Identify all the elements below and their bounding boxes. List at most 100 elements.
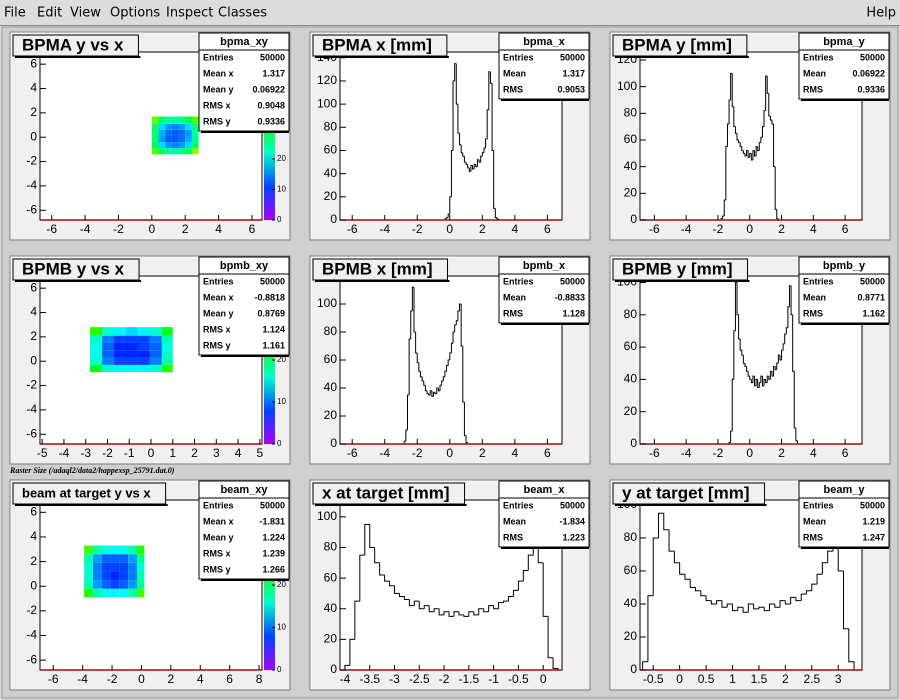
x-tick-label: 4 xyxy=(235,446,242,460)
histogram-bin xyxy=(774,166,777,210)
histogram-bin xyxy=(732,603,738,612)
y-tick-label: 0 xyxy=(630,212,637,226)
x-tick-label: -1 xyxy=(124,446,135,460)
histogram2d-cell xyxy=(171,148,179,155)
z-tick-label: 0 xyxy=(277,439,282,448)
histogram2d-cell xyxy=(84,580,93,589)
y-tick-label: -2 xyxy=(26,154,37,168)
histogram-bin xyxy=(405,429,408,442)
histogram-bin xyxy=(716,600,722,604)
x-tick-label: 0 xyxy=(138,672,145,686)
histogram-bin xyxy=(816,573,823,585)
stats-name: beam_xy xyxy=(220,484,268,496)
stats-value: 1.219 xyxy=(862,516,885,526)
histogram2d-cell xyxy=(137,545,145,555)
histogram2d-cell xyxy=(114,335,126,343)
x-tick-label: 1 xyxy=(169,446,176,460)
histogram-bin xyxy=(444,370,447,377)
histogram-bin xyxy=(428,393,431,396)
y-tick-label: 6 xyxy=(30,504,37,518)
histogram2d-cell xyxy=(119,580,129,589)
histogram-bin xyxy=(679,562,685,575)
y-tick-label: 40 xyxy=(624,372,638,386)
y-tick-label: 0 xyxy=(630,436,637,450)
histogram2d-cell xyxy=(165,123,172,130)
y-tick-label: 0 xyxy=(330,436,337,450)
y-tick-label: -2 xyxy=(26,378,37,392)
histogram-bin xyxy=(410,310,413,339)
stats-value: 0.9048 xyxy=(257,100,285,110)
histogram2d-cell xyxy=(137,357,150,365)
stats-label: RMS xyxy=(803,532,823,542)
histogram-bin xyxy=(827,550,833,563)
menu-item[interactable]: Options xyxy=(110,6,160,21)
menu-item[interactable]: Edit xyxy=(37,6,62,21)
y-tick-label: 20 xyxy=(624,629,638,643)
menu-item[interactable]: View xyxy=(70,6,101,21)
histogram-bin xyxy=(359,554,365,602)
histogram-bin xyxy=(723,199,726,216)
histogram-bin xyxy=(769,116,772,121)
histogram2d-cell xyxy=(110,588,120,598)
histogram2d-cell xyxy=(128,545,138,555)
menu-item[interactable]: Inspect xyxy=(166,6,213,21)
histogram-bin xyxy=(478,608,484,615)
histogram-bin xyxy=(403,440,406,444)
histogram-bin xyxy=(795,597,802,602)
stats-label: Entries xyxy=(803,500,834,510)
histogram2d-cell xyxy=(92,562,102,572)
y-tick-label: 20 xyxy=(624,404,638,418)
histogram-bin xyxy=(757,146,760,152)
histogram-bin xyxy=(450,342,454,353)
x-tick-label: 3 xyxy=(835,672,842,686)
y-tick-label: 0 xyxy=(30,353,37,367)
histogram-bin xyxy=(796,440,800,444)
histogram-bin xyxy=(517,580,524,591)
histogram2d-cell xyxy=(185,136,192,143)
histogram2d-cell xyxy=(101,580,111,589)
stats-label: RMS xyxy=(503,532,523,542)
stats-value: 50000 xyxy=(260,500,285,510)
histogram2d-cell xyxy=(125,357,138,365)
y-tick-label: 100 xyxy=(317,296,337,310)
histogram-bin xyxy=(473,163,476,170)
histogram-bin xyxy=(364,524,370,556)
histogram2d-cell xyxy=(128,571,138,581)
histogram-bin xyxy=(498,602,504,609)
histogram2d-cell xyxy=(137,342,150,351)
histogram-bin xyxy=(475,164,478,168)
stats-box xyxy=(798,480,890,548)
stats-value: 0.9053 xyxy=(557,84,585,94)
histogram-bin xyxy=(785,327,788,335)
histogram2d-cell xyxy=(101,588,111,598)
stats-label: RMS x xyxy=(203,324,231,334)
histogram2d-cell xyxy=(171,142,179,149)
histogram-bin xyxy=(408,338,411,395)
histogram-bin xyxy=(441,380,444,386)
x-tick-label: 0 xyxy=(746,222,753,236)
histogram2d-cell xyxy=(151,116,159,124)
histogram2d-cell xyxy=(185,148,192,155)
histogram2d-cell xyxy=(149,342,162,351)
histogram-bin xyxy=(734,126,738,134)
x-tick-label: -6 xyxy=(48,672,59,686)
histogram2d-cell xyxy=(137,562,145,572)
x-tick-label: 5 xyxy=(256,446,263,460)
y-tick-label: 80 xyxy=(324,540,338,554)
histogram-bin xyxy=(493,150,496,209)
histogram2d-cell xyxy=(158,123,166,130)
menu-item[interactable]: File xyxy=(4,6,26,21)
histogram2d-cell xyxy=(151,136,159,143)
histogram-bin xyxy=(547,616,554,659)
menu-item[interactable]: Help xyxy=(866,6,896,21)
x-tick-label: -2 xyxy=(107,672,118,686)
x-tick-label: 4 xyxy=(810,222,817,236)
histogram2d-cell xyxy=(102,364,114,373)
stats-name: bpmb_y xyxy=(823,260,866,272)
histogram-bin xyxy=(491,83,494,151)
menu-item[interactable]: Classes xyxy=(218,6,267,21)
histogram-bin xyxy=(793,371,796,429)
histogram2d-cell xyxy=(101,554,111,563)
stats-value: 50000 xyxy=(560,52,585,62)
histogram2d-cell xyxy=(90,342,103,351)
